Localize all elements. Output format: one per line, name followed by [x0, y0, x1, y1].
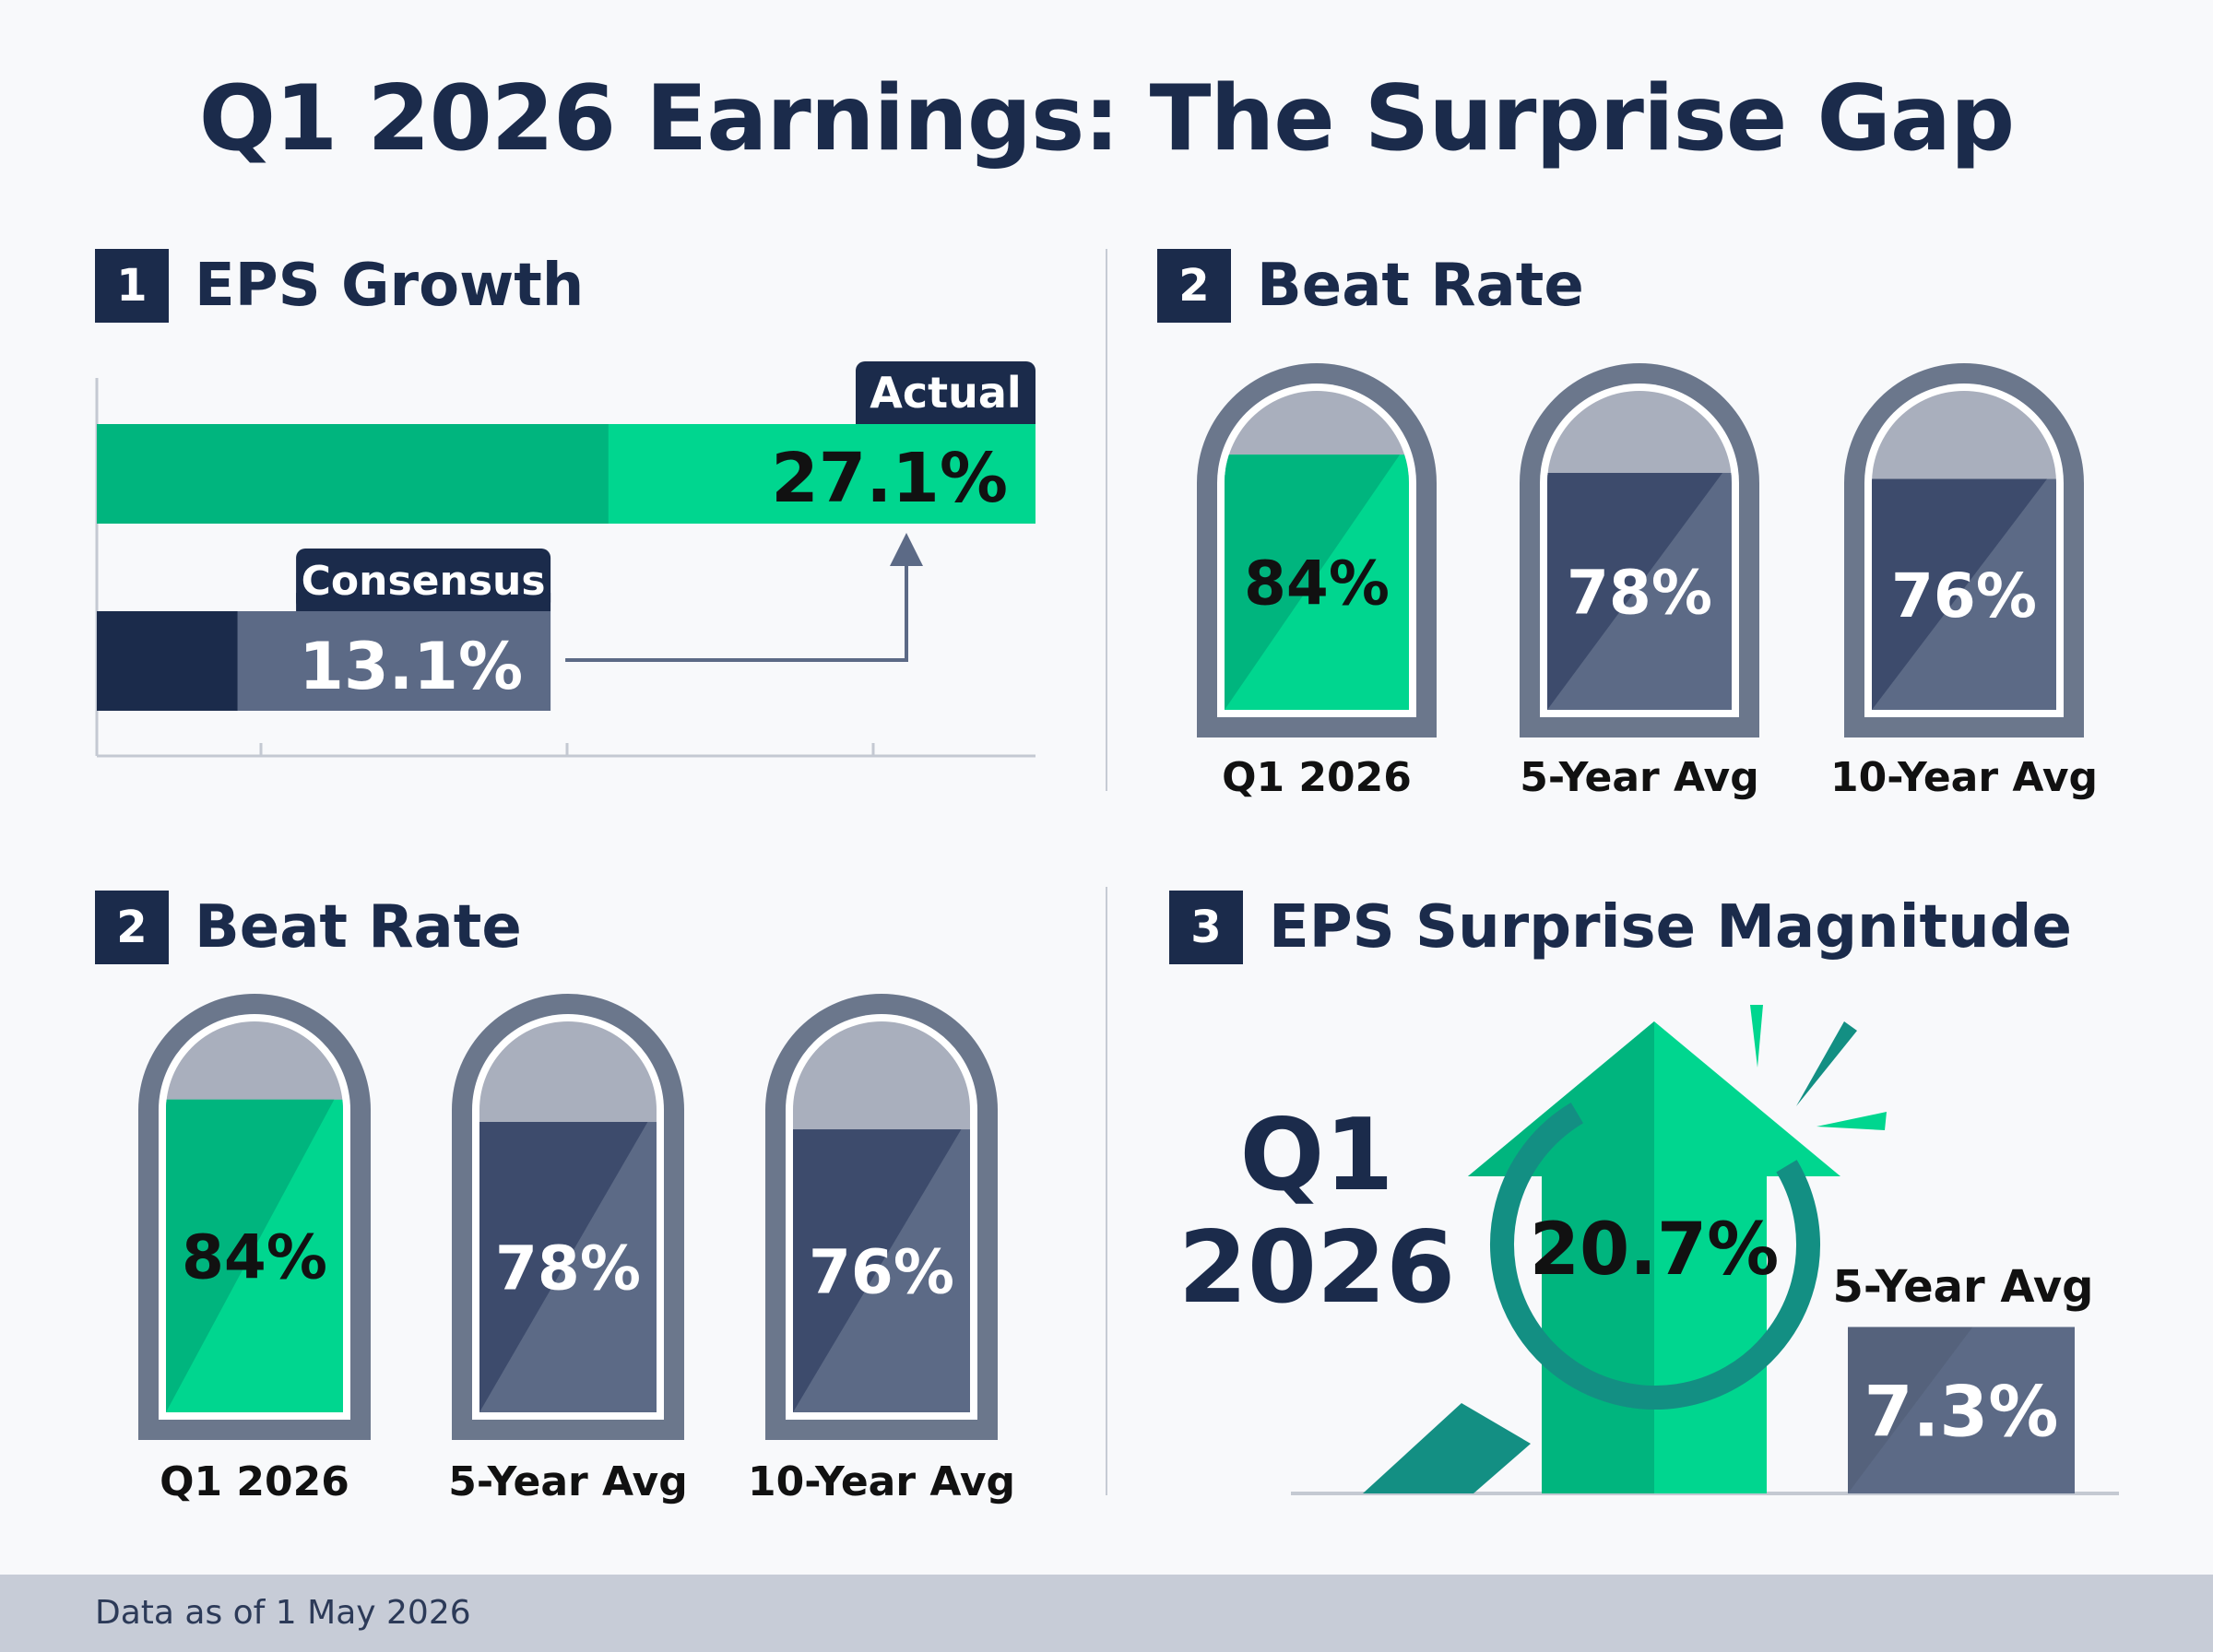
section-title: Beat Rate	[1257, 252, 1584, 320]
annotation-arrow-head	[890, 533, 923, 566]
footer-bar: Data as of 1 May 2026	[0, 1575, 2213, 1652]
value-label: 84%	[1244, 549, 1390, 620]
section-title: EPS Surprise Magnitude	[1269, 893, 2072, 962]
bar-actual-shade	[97, 424, 609, 524]
footer-text: Data as of 1 May 2026	[95, 1594, 471, 1632]
bar-consensus-shade	[97, 611, 238, 711]
beat-rate-chart-2: 84% Q1 2026 78% 5-Year Avg 76% 10-Year Avg	[138, 994, 1015, 1505]
up-arrow-body-shade	[1542, 1176, 1654, 1493]
section-number-badge: 2	[95, 891, 169, 964]
category-label: 5-Year Avg	[448, 1458, 687, 1505]
annotation-arrow-line	[565, 564, 908, 662]
divider-vertical-top	[1106, 249, 1107, 791]
gauge-fill-group	[1872, 478, 2056, 710]
category-label: 10-Year Avg	[748, 1458, 1015, 1505]
value-label: 78%	[495, 1233, 641, 1304]
magnifier-handle-icon	[1363, 1403, 1531, 1493]
section-number-badge: 2	[1157, 249, 1231, 323]
gauge-fill-shade	[1872, 478, 2047, 710]
category-label-consensus: Consensus	[302, 558, 546, 605]
divider-vertical-bottom	[1106, 887, 1107, 1495]
category-label-5-year-avg: 5-Year Avg	[1832, 1261, 2093, 1313]
label-tag-actual-base	[856, 406, 1035, 424]
gauge-fill-group	[166, 1099, 343, 1412]
value-label: 78%	[1567, 557, 1712, 628]
burst-icon	[1750, 1005, 1763, 1068]
bar-5-year-avg-shade	[1848, 1327, 1973, 1493]
category-label: Q1 2026	[1222, 754, 1412, 801]
gauge-fill-group	[479, 1122, 657, 1412]
category-label-2026: 2026	[1178, 1210, 1456, 1326]
section-title: EPS Growth	[195, 252, 585, 320]
gauge-fill-group	[1547, 472, 1732, 710]
category-label: 10-Year Avg	[1830, 754, 2098, 801]
page-title: Q1 2026 Earnings: The Surprise Gap	[198, 66, 2015, 171]
value-label-consensus: 13.1%	[299, 629, 523, 704]
category-label: 5-Year Avg	[1520, 754, 1758, 801]
value-label-q1: 20.7%	[1530, 1209, 1780, 1292]
value-label: 84%	[182, 1221, 327, 1292]
burst-icon	[1796, 1021, 1857, 1106]
burst-icon	[1817, 1112, 1887, 1130]
gauge-fill-group	[1225, 454, 1409, 710]
gauge-fill-shade	[793, 1129, 962, 1412]
gauge-fill-shade	[166, 1099, 335, 1412]
gauge-fill-shade	[1547, 472, 1722, 710]
label-tag-consensus-base	[296, 593, 551, 611]
up-arrow-head-shade	[1468, 1021, 1654, 1176]
gauge-fill-group	[793, 1129, 970, 1412]
section-number-badge: 3	[1169, 891, 1243, 964]
magnifier-icon	[1490, 1080, 1820, 1410]
section-number-badge: 1	[95, 249, 169, 323]
value-label-5-year-avg: 7.3%	[1864, 1371, 2059, 1453]
eps-growth-chart: Actual 27.1% Consensus 13.1%	[95, 361, 1035, 758]
value-label: 76%	[1891, 560, 2037, 631]
value-label: 76%	[809, 1237, 954, 1308]
section-title: Beat Rate	[195, 893, 522, 962]
value-label-actual: 27.1%	[771, 439, 1008, 518]
category-label: Q1 2026	[160, 1458, 349, 1505]
gauge-fill-shade	[479, 1122, 648, 1412]
category-label-q1: Q1	[1240, 1098, 1394, 1213]
category-label-actual: Actual	[870, 368, 1021, 418]
beat-rate-chart-1: 84% Q1 2026 78% 5-Year Avg 76% 10-Year Avg	[1197, 363, 2098, 801]
gauge-fill-shade	[1225, 454, 1400, 710]
